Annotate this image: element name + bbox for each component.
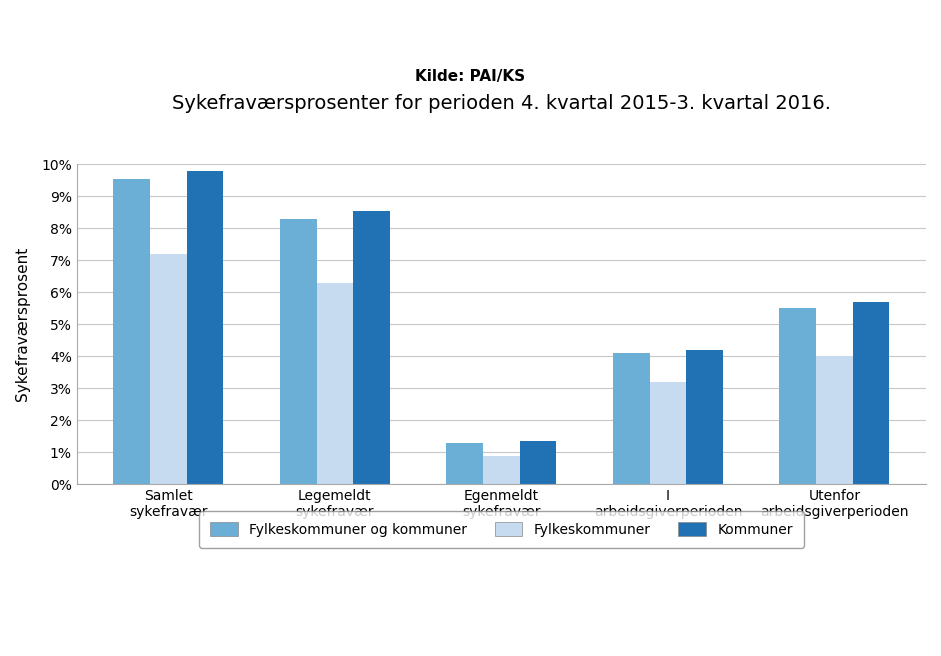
Bar <box>779 308 816 484</box>
Bar <box>186 171 223 484</box>
Bar <box>150 254 186 484</box>
Bar <box>816 356 853 484</box>
Bar <box>483 455 519 484</box>
Bar <box>853 302 889 484</box>
Bar <box>519 441 556 484</box>
Bar <box>446 443 483 484</box>
Bar <box>613 353 649 484</box>
Text: Kilde: PAI/KS: Kilde: PAI/KS <box>415 69 526 84</box>
Y-axis label: Sykefraværsprosent: Sykefraværsprosent <box>15 247 30 401</box>
Bar <box>279 218 316 484</box>
Bar <box>113 178 150 484</box>
Bar <box>649 382 686 484</box>
Bar <box>353 211 390 484</box>
Legend: Fylkeskommuner og kommuner, Fylkeskommuner, Kommuner: Fylkeskommuner og kommuner, Fylkeskommun… <box>199 511 804 548</box>
Title: Sykefraværsprosenter for perioden 4. kvartal 2015-3. kvartal 2016.: Sykefraværsprosenter for perioden 4. kva… <box>172 94 831 113</box>
Bar <box>686 350 723 484</box>
Bar <box>316 283 353 484</box>
